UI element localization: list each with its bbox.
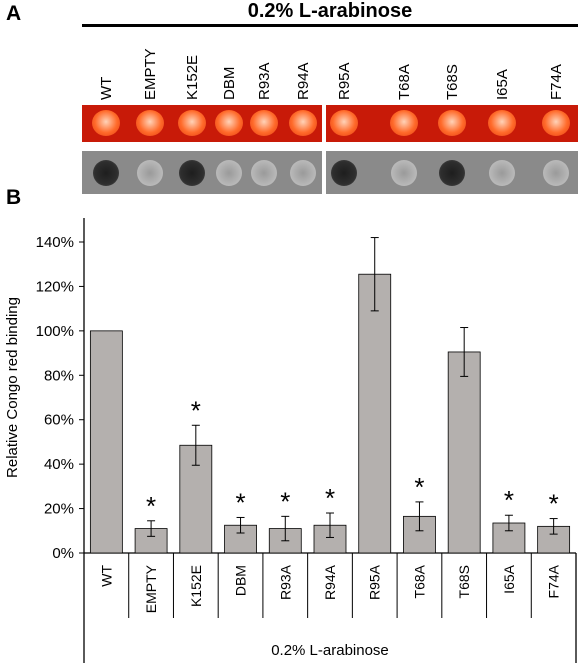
strain-label: K152E	[184, 55, 201, 100]
strain-label: R94A	[295, 62, 312, 100]
significance-marker: *	[414, 472, 424, 502]
significance-marker: *	[146, 491, 156, 521]
gray-plate-spot	[93, 160, 119, 186]
x-tick-label: F74A	[546, 564, 562, 598]
y-tick-label: 0%	[52, 545, 74, 562]
gray-plate-spot	[391, 160, 417, 186]
panel-a-letter: A	[6, 2, 22, 25]
x-tick-label: I65A	[501, 564, 517, 593]
panel-a-title-rule	[82, 24, 578, 27]
y-axis-label: Relative Congo red binding	[4, 297, 21, 478]
strain-label: I65A	[494, 69, 511, 100]
x-tick-label: K152E	[188, 565, 204, 607]
gray-plate-spot	[251, 160, 277, 186]
x-tick-label: DBM	[233, 565, 249, 596]
gray-plate-spot	[137, 160, 163, 186]
x-tick-label: EMPTY	[143, 564, 159, 613]
congo-red-spot	[488, 110, 516, 136]
strain-label: F74A	[548, 64, 565, 100]
strain-label: DBM	[221, 67, 238, 100]
y-tick-label: 100%	[36, 323, 74, 340]
significance-marker: *	[549, 489, 559, 519]
congo-red-spot	[438, 110, 466, 136]
significance-marker: *	[280, 486, 290, 516]
x-tick-label: WT	[98, 565, 114, 587]
y-tick-label: 80%	[44, 367, 74, 384]
strain-label: T68S	[444, 64, 461, 100]
gray-plate-spot	[439, 160, 465, 186]
congo-red-spot	[330, 110, 358, 136]
significance-marker: *	[191, 395, 201, 425]
significance-marker: *	[325, 483, 335, 513]
significance-marker: *	[235, 487, 245, 517]
gray-plate-spot	[290, 160, 316, 186]
strain-label: EMPTY	[142, 48, 159, 100]
congo-red-spot	[289, 110, 317, 136]
bar	[358, 273, 392, 554]
y-tick-label: 40%	[44, 456, 74, 473]
y-tick-label: 120%	[36, 278, 74, 295]
gray-plate-spot	[331, 160, 357, 186]
congo-red-spot	[390, 110, 418, 136]
strain-label: WT	[98, 77, 115, 100]
gray-plate-spot	[179, 160, 205, 186]
congo-red-spot	[92, 110, 120, 136]
congo-red-spot	[215, 110, 243, 136]
panel-b-letter: B	[6, 186, 22, 209]
congo-red-spot	[178, 110, 206, 136]
strain-label: R93A	[256, 62, 273, 100]
gray-plate-spot	[216, 160, 242, 186]
significance-marker: *	[504, 485, 514, 515]
x-tick-label: T68A	[411, 564, 427, 598]
bar	[89, 330, 123, 554]
congo-red-spot	[136, 110, 164, 136]
strain-label: R95A	[336, 62, 353, 100]
congo-red-spot	[542, 110, 570, 136]
x-tick-label: R93A	[277, 564, 293, 600]
panel-a-title: 0.2% L-arabinose	[247, 0, 413, 22]
x-axis-label: 0.2% L-arabinose	[271, 642, 389, 659]
gray-plate-spot	[543, 160, 569, 186]
gray-plate-spot	[489, 160, 515, 186]
strain-label: T68A	[396, 64, 413, 100]
y-tick-label: 140%	[36, 234, 74, 251]
y-tick-label: 60%	[44, 412, 74, 429]
congo-red-spot	[250, 110, 278, 136]
panel-a-strain-labels: WT EMPTY K152E DBM R93A R94A R95A T68A T68S I65A F…	[98, 48, 565, 100]
y-tick-label: 20%	[44, 501, 74, 518]
x-tick-label: R94A	[322, 564, 338, 600]
bar	[447, 351, 481, 554]
x-tick-label: R95A	[367, 564, 383, 600]
x-tick-label: T68S	[456, 565, 472, 598]
